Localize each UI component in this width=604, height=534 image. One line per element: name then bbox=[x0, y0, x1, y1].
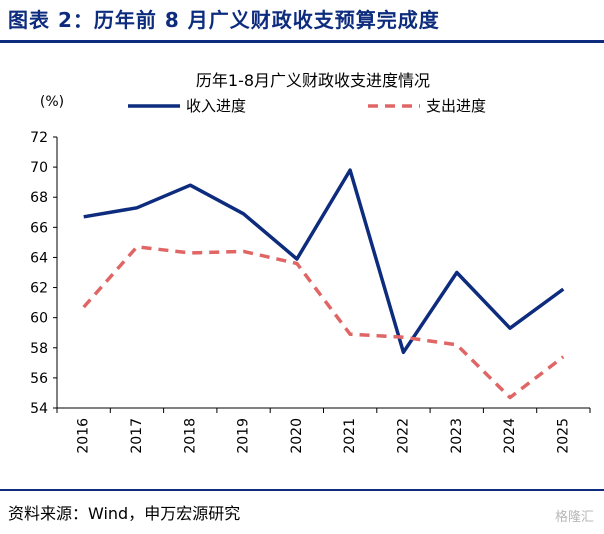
x-tick-label: 2020 bbox=[289, 418, 305, 454]
figure-title: 图表 2：历年前 8 月广义财政收支预算完成度 bbox=[8, 8, 440, 32]
x-tick-label: 2021 bbox=[342, 418, 358, 454]
y-axis-unit: (%) bbox=[40, 94, 64, 110]
y-tick-label: 58 bbox=[30, 341, 48, 357]
y-tick-label: 66 bbox=[30, 220, 48, 236]
data-point: 2016: 60.7 bbox=[82, 306, 85, 309]
y-tick-label: 60 bbox=[30, 311, 48, 327]
data-point: 2019: 66.9 bbox=[242, 212, 245, 215]
data-point: 2024: 59.3 bbox=[509, 327, 512, 330]
y-tick-label: 64 bbox=[30, 250, 48, 266]
data-point: 2018: 64.3 bbox=[189, 251, 192, 254]
data-point: 2023: 63 bbox=[455, 271, 458, 274]
x-tick-label: 2022 bbox=[395, 418, 411, 454]
y-tick-label: 54 bbox=[30, 401, 48, 417]
data-point: 2024: 54.7 bbox=[509, 396, 512, 399]
x-tick-label: 2023 bbox=[449, 418, 465, 454]
data-point: 2023: 58.2 bbox=[455, 343, 458, 346]
legend-label-2: 支出进度 bbox=[426, 97, 486, 115]
axes: 54 56 58 60 62 64 66 68 70 72 2016 2017 2018 2019 2020… bbox=[30, 130, 591, 454]
data-point: 2025: 61.9 bbox=[562, 288, 565, 291]
x-tick-label: 2019 bbox=[236, 418, 252, 454]
watermark: 格隆汇 bbox=[554, 510, 594, 525]
y-tick-label: 72 bbox=[30, 130, 48, 146]
series-line-2 bbox=[82, 245, 565, 400]
data-point: 2020: 63.6 bbox=[295, 262, 298, 265]
x-tick-label: 2018 bbox=[182, 418, 198, 454]
line-chart: 历年1-8月广义财政收支进度情况 (%) 收入进度 支出进度 54 56 58 60 62… bbox=[30, 71, 591, 454]
x-tick-label: 2016 bbox=[76, 418, 92, 454]
data-point: 2018: 68.8 bbox=[189, 184, 192, 187]
y-tick-label: 68 bbox=[30, 190, 48, 206]
series-line-1 bbox=[83, 168, 565, 355]
legend: 收入进度 支出进度 bbox=[128, 97, 486, 115]
chart-title: 历年1-8月广义财政收支进度情况 bbox=[196, 71, 430, 90]
data-point: 2022: 57.7 bbox=[402, 351, 405, 354]
y-tick-label: 56 bbox=[30, 371, 48, 387]
data-point: 2020: 63.9 bbox=[295, 257, 298, 260]
title-rule bbox=[0, 40, 604, 43]
y-tick-label: 70 bbox=[30, 160, 48, 176]
data-point: 2016: 66.7 bbox=[82, 215, 85, 218]
data-point: 2019: 64.4 bbox=[242, 250, 245, 253]
data-point: 2021: 69.8 bbox=[349, 169, 352, 172]
source-note: 资料来源：Wind，申万宏源研究 bbox=[8, 504, 241, 523]
data-point: 2021: 58.9 bbox=[349, 333, 352, 336]
x-tick-label: 2025 bbox=[555, 418, 571, 454]
data-point: 2017: 64.7 bbox=[135, 245, 138, 248]
data-point: 2022: 58.7 bbox=[402, 336, 405, 339]
y-tick-label: 62 bbox=[30, 281, 48, 297]
series-layer: 2016: 66.7 2017: 67.3 2018: 68.8 2019: 66.9… bbox=[82, 168, 565, 400]
x-tick-label: 2024 bbox=[502, 418, 518, 454]
x-tick-label: 2017 bbox=[129, 418, 145, 454]
footer-rule bbox=[0, 489, 604, 491]
data-point: 2025: 57.4 bbox=[562, 355, 565, 358]
legend-label-1: 收入进度 bbox=[186, 97, 246, 115]
data-point: 2017: 67.3 bbox=[135, 206, 138, 209]
